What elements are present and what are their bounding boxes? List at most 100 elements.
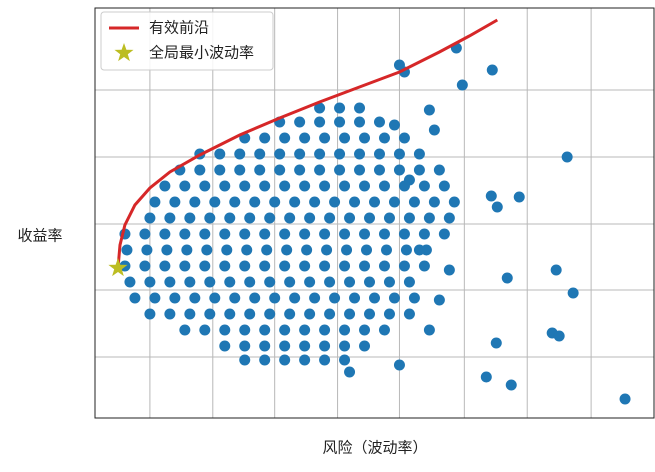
scatter-point	[214, 148, 226, 160]
scatter-point	[259, 324, 271, 336]
scatter-point	[149, 292, 161, 304]
scatter-point	[339, 228, 351, 240]
scatter-point	[339, 354, 351, 366]
scatter-point	[254, 148, 266, 160]
scatter-point	[408, 292, 420, 304]
scatter-point	[349, 292, 361, 304]
scatter-point	[378, 180, 390, 192]
scatter-point	[393, 359, 405, 371]
scatter-point	[239, 180, 251, 192]
scatter-point	[388, 292, 400, 304]
scatter-point	[179, 260, 191, 272]
scatter-point	[418, 180, 430, 192]
scatter-point	[259, 180, 271, 192]
scatter-point	[159, 180, 171, 192]
scatter-point	[403, 212, 415, 224]
scatter-point	[403, 308, 415, 320]
scatter-point	[304, 308, 316, 320]
scatter-point	[219, 180, 231, 192]
scatter-point	[413, 164, 425, 176]
scatter-point	[179, 228, 191, 240]
scatter-point	[561, 151, 573, 163]
scatter-point	[480, 371, 492, 383]
scatter-point	[179, 324, 191, 336]
scatter-point	[398, 260, 410, 272]
scatter-point	[244, 212, 256, 224]
scatter-point	[359, 324, 371, 336]
scatter-point	[423, 104, 435, 116]
scatter-point	[189, 196, 201, 208]
scatter-point	[319, 340, 331, 352]
scatter-point	[199, 324, 211, 336]
scatter-point	[354, 148, 366, 160]
scatter-point	[284, 212, 296, 224]
scatter-point	[164, 212, 176, 224]
scatter-point	[319, 324, 331, 336]
scatter-point	[334, 102, 346, 114]
scatter-point	[314, 148, 326, 160]
scatter-point	[359, 340, 371, 352]
scatter-point	[284, 308, 296, 320]
scatter-point	[378, 260, 390, 272]
scatter-point	[373, 164, 385, 176]
scatter-point	[299, 340, 311, 352]
scatter-point	[388, 196, 400, 208]
scatter-point	[224, 276, 236, 288]
scatter-point	[279, 180, 291, 192]
scatter-point	[423, 212, 435, 224]
scatter-point	[194, 164, 206, 176]
scatter-point	[284, 276, 296, 288]
scatter-point	[214, 164, 226, 176]
scatter-point	[398, 228, 410, 240]
scatter-point	[199, 180, 211, 192]
scatter-point	[254, 164, 266, 176]
scatter-point	[373, 116, 385, 128]
scatter-point	[121, 244, 133, 256]
scatter-point	[341, 244, 353, 256]
scatter-point	[324, 308, 336, 320]
scatter-point	[164, 308, 176, 320]
scatter-point	[299, 132, 311, 144]
scatter-point	[319, 180, 331, 192]
scatter-point	[264, 276, 276, 288]
scatter-point	[321, 244, 333, 256]
scatter-point	[324, 212, 336, 224]
scatter-point	[259, 260, 271, 272]
scatter-point	[349, 196, 361, 208]
scatter-point	[304, 212, 316, 224]
scatter-point	[264, 212, 276, 224]
scatter-point	[485, 190, 497, 202]
scatter-point	[279, 260, 291, 272]
scatter-point	[161, 244, 173, 256]
scatter-point	[448, 196, 460, 208]
scatter-point	[339, 324, 351, 336]
scatter-point	[239, 324, 251, 336]
scatter-point	[201, 244, 213, 256]
scatter-point	[354, 102, 366, 114]
scatter-point	[244, 276, 256, 288]
scatter-point	[388, 119, 400, 131]
scatter-point	[378, 132, 390, 144]
scatter-point	[364, 212, 376, 224]
scatter-point	[443, 264, 455, 276]
scatter-point	[164, 276, 176, 288]
scatter-point	[393, 148, 405, 160]
scatter-point	[139, 260, 151, 272]
scatter-point	[219, 340, 231, 352]
y-axis-label: 收益率	[17, 227, 62, 245]
scatter-point	[294, 116, 306, 128]
scatter-point	[567, 287, 579, 299]
scatter-point	[339, 260, 351, 272]
scatter-point	[344, 212, 356, 224]
scatter-point	[553, 330, 565, 342]
scatter-point	[359, 132, 371, 144]
scatter-point	[269, 292, 281, 304]
scatter-point	[124, 276, 136, 288]
scatter-point	[259, 354, 271, 366]
scatter-point	[244, 308, 256, 320]
scatter-point	[184, 212, 196, 224]
scatter-point	[239, 228, 251, 240]
scatter-point	[344, 366, 356, 378]
scatter-point	[329, 196, 341, 208]
scatter-point	[139, 228, 151, 240]
